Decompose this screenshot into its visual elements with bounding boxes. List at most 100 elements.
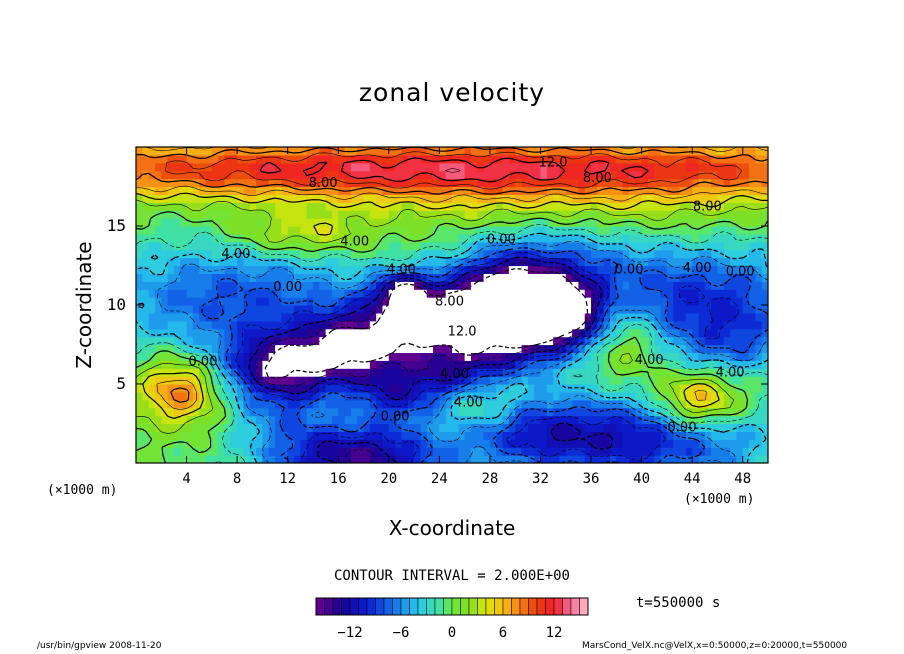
field-cell <box>673 202 681 211</box>
field-cell <box>395 154 403 164</box>
field-cell <box>622 170 630 180</box>
field-cell <box>319 399 327 409</box>
field-cell <box>376 289 384 298</box>
field-cell <box>161 154 169 164</box>
field-cell <box>559 162 567 172</box>
field-cell <box>414 344 421 353</box>
field-cell <box>205 455 213 463</box>
field-cell <box>635 289 643 298</box>
field-cell <box>736 162 744 172</box>
field-cell <box>641 344 649 353</box>
field-cell <box>344 273 352 282</box>
field-cell <box>521 170 529 180</box>
field-cell <box>275 170 282 180</box>
field-cell <box>363 305 371 314</box>
field-cell <box>382 289 390 298</box>
field-cell <box>610 423 617 432</box>
field-cell <box>692 447 700 456</box>
field-cell <box>742 218 750 227</box>
field-cell <box>496 439 504 448</box>
field-cell <box>338 289 346 298</box>
field-cell <box>287 447 295 456</box>
field-cell <box>730 305 737 314</box>
field-cell <box>331 297 339 306</box>
field-cell <box>597 447 605 456</box>
field-cell <box>540 415 548 425</box>
field-cell <box>319 249 327 259</box>
field-cell <box>426 273 434 282</box>
field-cell <box>325 281 333 290</box>
field-cell <box>452 218 459 227</box>
field-cell <box>635 447 643 456</box>
field-cell <box>414 241 421 251</box>
field-cell <box>268 352 276 361</box>
field-cell <box>698 320 706 330</box>
field-cell <box>692 320 700 330</box>
field-cell <box>287 305 295 314</box>
field-cell <box>218 407 226 417</box>
field-cell <box>350 455 358 463</box>
field-cell <box>546 218 554 227</box>
field-cell <box>331 218 339 227</box>
field-cell <box>679 368 687 377</box>
field-cell <box>426 210 434 219</box>
field-cell <box>331 328 339 338</box>
field-cell <box>363 170 371 180</box>
field-cell <box>723 407 731 417</box>
field-cell <box>154 368 162 377</box>
field-cell <box>597 384 605 393</box>
field-cell <box>275 312 282 322</box>
field-cell <box>287 328 295 338</box>
field-cell <box>540 328 548 338</box>
field-cell <box>730 154 737 164</box>
field-cell <box>369 170 377 180</box>
field-cell <box>572 226 579 235</box>
field-cell <box>723 431 731 440</box>
field-cell <box>749 407 756 417</box>
field-cell <box>540 162 548 172</box>
field-cell <box>559 415 567 425</box>
field-cell <box>300 447 308 456</box>
x-tick-label: 40 <box>633 471 650 487</box>
field-cell <box>262 368 270 377</box>
field-cell <box>350 162 358 172</box>
field-cell <box>685 391 693 401</box>
field-cell <box>730 218 737 227</box>
field-cell <box>262 257 270 267</box>
field-cell <box>294 384 301 393</box>
field-cell <box>698 399 706 409</box>
field-cell <box>742 154 750 164</box>
field-cell <box>268 226 276 235</box>
field-cell <box>717 186 725 195</box>
field-cell <box>628 423 636 432</box>
field-cell <box>363 431 371 440</box>
field-cell <box>281 233 289 243</box>
field-cell <box>470 320 478 330</box>
field-cell <box>578 415 586 425</box>
field-cell <box>268 210 276 219</box>
field-cell <box>154 352 162 361</box>
field-cell <box>312 455 320 463</box>
field-cell <box>470 336 478 346</box>
field-cell <box>275 320 282 330</box>
field-cell <box>679 455 687 463</box>
field-cell <box>470 233 478 243</box>
field-cell <box>660 328 668 338</box>
field-cell <box>211 265 219 274</box>
field-cell <box>685 447 693 456</box>
field-cell <box>275 226 282 235</box>
field-cell <box>489 226 497 235</box>
field-cell <box>376 218 384 227</box>
field-cell <box>483 265 491 274</box>
field-cell <box>591 415 598 425</box>
field-cell <box>559 305 567 314</box>
field-cell <box>572 439 579 448</box>
field-cell <box>369 154 377 164</box>
field-cell <box>698 273 706 282</box>
field-cell <box>312 194 320 203</box>
field-cell <box>515 336 523 346</box>
field-cell <box>420 257 428 267</box>
field-cell <box>331 360 339 369</box>
field-cell <box>553 194 561 203</box>
field-cell <box>591 273 598 282</box>
